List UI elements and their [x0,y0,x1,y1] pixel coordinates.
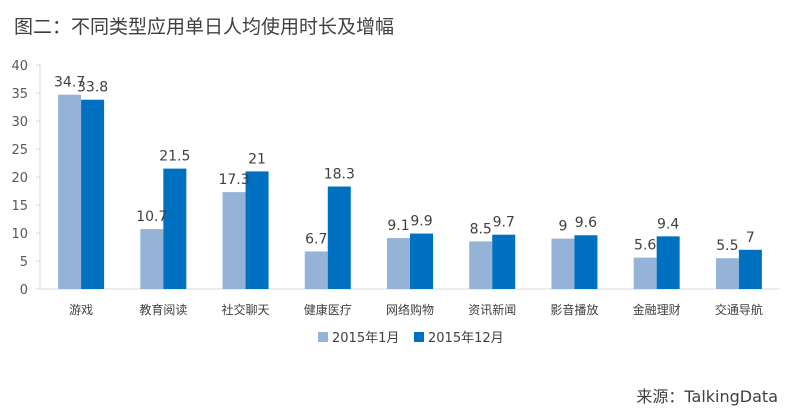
bar-jan-5 [387,238,410,289]
y-tick-label: 30 [11,115,28,130]
legend-label-1: 2015年1月 [332,331,399,346]
y-tick-label: 0 [20,283,28,298]
data-label: 21 [248,151,266,167]
bar-dec-2 [163,168,187,289]
bar-jan-2 [140,229,164,289]
y-tick-label: 35 [11,87,28,102]
data-label: 33.8 [77,80,108,96]
data-label: 8.5 [470,221,492,237]
y-tick-label: 5 [20,255,28,270]
data-label: 10.7 [136,209,167,225]
data-label: 34.7 [54,75,85,91]
bar-dec-8 [656,236,680,289]
data-label: 9.9 [410,214,432,230]
data-label: 5.6 [634,238,656,254]
x-tick-label: 资讯新闻 [468,302,516,317]
data-label: 7 [746,230,755,246]
legend-swatch-1 [318,332,328,342]
bar-dec-1 [81,99,105,289]
y-tick-label: 10 [11,227,28,242]
axes: 0 5 10 15 20 25 30 35 40 游戏 教育阅读 社交聊天 健康医疗 网络购物 资讯新闻 影音… [11,59,780,317]
x-tick-label: 教育阅读 [139,302,187,317]
x-tick-label: 网络购物 [386,302,434,317]
source-note: 来源：TalkingData [636,387,778,406]
bar-dec-7 [574,235,598,289]
y-tick-label: 25 [11,143,28,158]
data-label: 21.5 [159,149,190,165]
data-label: 17.3 [218,172,249,188]
bar-dec-4 [327,186,351,289]
bar-dec-3 [245,171,269,289]
bar-jan-1 [58,94,82,290]
bar-jan-8 [633,257,657,289]
data-label: 9.4 [657,216,679,232]
legend: 2015年1月 2015年12月 [318,331,504,346]
bar-jan-7 [551,238,575,289]
bar-jan-3 [222,192,246,289]
data-label: 9.7 [493,215,515,231]
y-tick-label: 40 [11,59,28,74]
bar-dec-9 [738,249,762,289]
bar-jan-4 [304,251,328,289]
data-label: 6.7 [305,231,327,247]
bar-jan-6 [469,241,493,289]
legend-label-2: 2015年12月 [428,331,504,346]
bars [58,94,762,290]
x-tick-label: 影音播放 [550,302,598,317]
data-label: 5.5 [716,238,738,254]
y-tick-label: 15 [11,199,28,214]
x-tick-label: 社交聊天 [222,302,270,317]
data-label: 9 [558,219,567,235]
x-tick-label: 游戏 [69,303,93,317]
data-label: 9.1 [387,218,409,234]
bar-dec-5 [410,233,433,289]
chart-title: 图二：不同类型应用单日人均使用时长及增幅 [14,16,395,38]
x-tick-label: 健康医疗 [304,302,352,317]
x-tick-label: 交通导航 [715,302,763,317]
legend-swatch-2 [414,332,424,342]
y-tick-label: 20 [11,171,28,186]
data-label: 18.3 [324,167,355,183]
bar-jan-9 [715,258,739,289]
bar-dec-6 [492,234,516,289]
data-label: 9.6 [575,215,597,231]
x-tick-label: 金融理财 [633,302,681,317]
